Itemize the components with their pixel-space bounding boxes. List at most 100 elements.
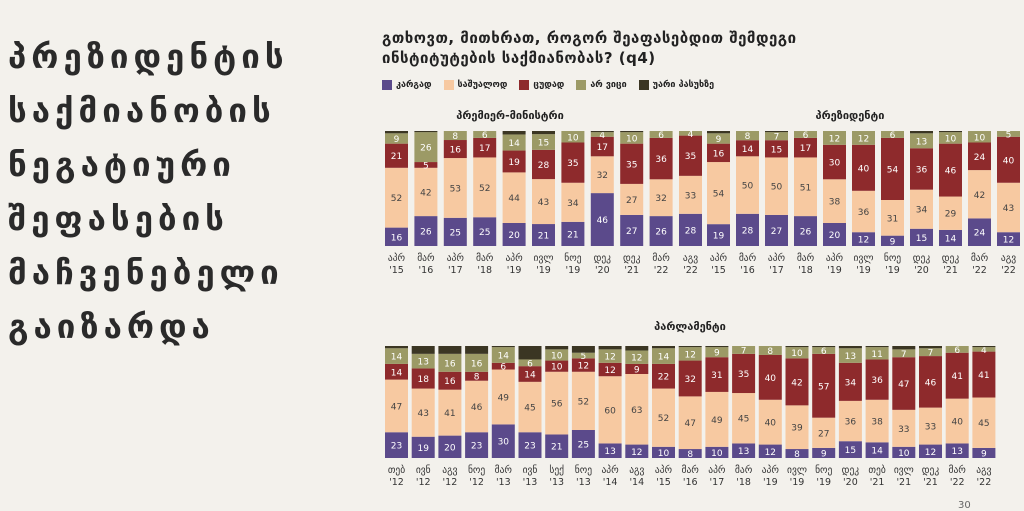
bar-segment (707, 131, 730, 134)
data-label: 47 (391, 402, 402, 412)
bar-segment (438, 346, 462, 354)
bar-segment (385, 348, 408, 364)
bar-segment (545, 434, 569, 458)
bar-segment (945, 346, 969, 353)
tick-label-year: '19 (816, 477, 831, 488)
data-label: 47 (898, 380, 909, 390)
bar-segment (649, 216, 673, 246)
bar-segment (571, 430, 595, 458)
data-label: 12 (631, 448, 642, 458)
data-label: 41 (444, 409, 455, 419)
bar-segment (919, 356, 942, 408)
bar-segment (732, 443, 756, 458)
data-label: 16 (444, 377, 456, 387)
data-label: 14 (742, 145, 754, 155)
data-label: 46 (945, 167, 957, 177)
tick-label-year: '13 (549, 477, 564, 488)
tick-label-year: '17 (710, 477, 725, 488)
bar-segment (620, 132, 644, 144)
bar-segment (972, 347, 996, 352)
data-label: 33 (898, 425, 909, 435)
data-label: 6 (954, 346, 960, 356)
legend-swatch (638, 80, 649, 90)
bar-segment (838, 362, 862, 401)
headline-line: გაიზარდა (8, 307, 215, 346)
bar-segment (561, 142, 585, 183)
bar-segment (865, 347, 889, 360)
bar-segment (590, 156, 614, 194)
bar-segment (443, 140, 467, 159)
data-label: 13 (417, 358, 428, 368)
bar-segment (438, 435, 462, 458)
bar-segment (972, 397, 996, 448)
bar-segment (561, 131, 585, 143)
bar-segment (625, 350, 649, 364)
tick-label-month: აპრ (505, 253, 523, 264)
legend: კარგად საშუალოდ ცუდად არ ვიცი უარი პასუხ… (382, 80, 714, 90)
legend-item: არ ვიცი (576, 80, 627, 90)
bar-segment (732, 353, 756, 394)
bar-segment (571, 358, 595, 372)
data-label: 34 (916, 206, 928, 216)
data-label: 28 (685, 226, 697, 236)
bar-segment (997, 131, 1020, 137)
data-label: 26 (800, 228, 812, 238)
data-label: 45 (978, 419, 989, 429)
data-label: 26 (420, 228, 432, 238)
chart-title: პარლამენტი (654, 320, 726, 333)
tick-label-year: '12 (469, 477, 484, 488)
bar-segment (502, 223, 526, 246)
data-label: 7 (774, 133, 780, 143)
bar-segment (919, 348, 942, 357)
data-label: 34 (567, 199, 579, 209)
bar-segment (823, 223, 846, 246)
bar-segment (736, 140, 759, 157)
bar-segment (765, 157, 788, 215)
question-line: ინსტიტუტების საქმიანობას? (q4) (382, 49, 656, 67)
bar-segment (838, 400, 862, 442)
page-number: 30 (958, 500, 971, 511)
bar-segment (473, 137, 497, 158)
tick-label-year: '19 (763, 477, 778, 488)
data-label: 12 (829, 134, 840, 144)
data-label: 44 (508, 194, 520, 204)
data-label: 23 (524, 442, 535, 452)
data-label: 12 (858, 134, 869, 144)
bar-segment (838, 346, 862, 349)
bar-segment (679, 131, 702, 136)
bar-segment (625, 374, 649, 445)
bar-segment (385, 133, 408, 144)
bar-segment (411, 353, 435, 369)
tick-label-month: მარ (495, 465, 513, 476)
data-label: 36 (655, 155, 667, 165)
tick-label-month: აპრ (768, 253, 786, 264)
data-label: 35 (626, 160, 637, 170)
bar-segment (571, 371, 595, 430)
bar-segment (892, 349, 916, 358)
legend-item: ცუდად (519, 80, 564, 90)
data-label: 6 (500, 363, 506, 373)
legend-label: საშუალოდ (457, 80, 508, 90)
data-label: 14 (508, 139, 520, 149)
bar-segment (823, 144, 846, 180)
bar-segment (598, 362, 622, 377)
bar-segment (414, 132, 438, 163)
tick-label-month: აგვ (1001, 253, 1016, 264)
data-label: 49 (711, 416, 723, 426)
tick-label-month: ნოე (575, 465, 592, 476)
data-label: 8 (452, 132, 458, 142)
bar-segment (852, 144, 875, 191)
bar-segment (518, 359, 542, 367)
legend-item: საშუალოდ (443, 80, 508, 90)
bar-segment (411, 368, 435, 389)
data-label: 13 (951, 447, 962, 457)
bar-segment (590, 132, 614, 137)
tick-label-month: ივლ (894, 465, 914, 476)
headline-line: პრეზიდენტის (8, 37, 289, 76)
data-label: 14 (391, 368, 403, 378)
bar-segment (865, 346, 889, 348)
bar-segment (625, 363, 649, 374)
data-label: 16 (713, 149, 725, 159)
data-label: 19 (508, 158, 520, 168)
data-label: 40 (1003, 156, 1015, 166)
